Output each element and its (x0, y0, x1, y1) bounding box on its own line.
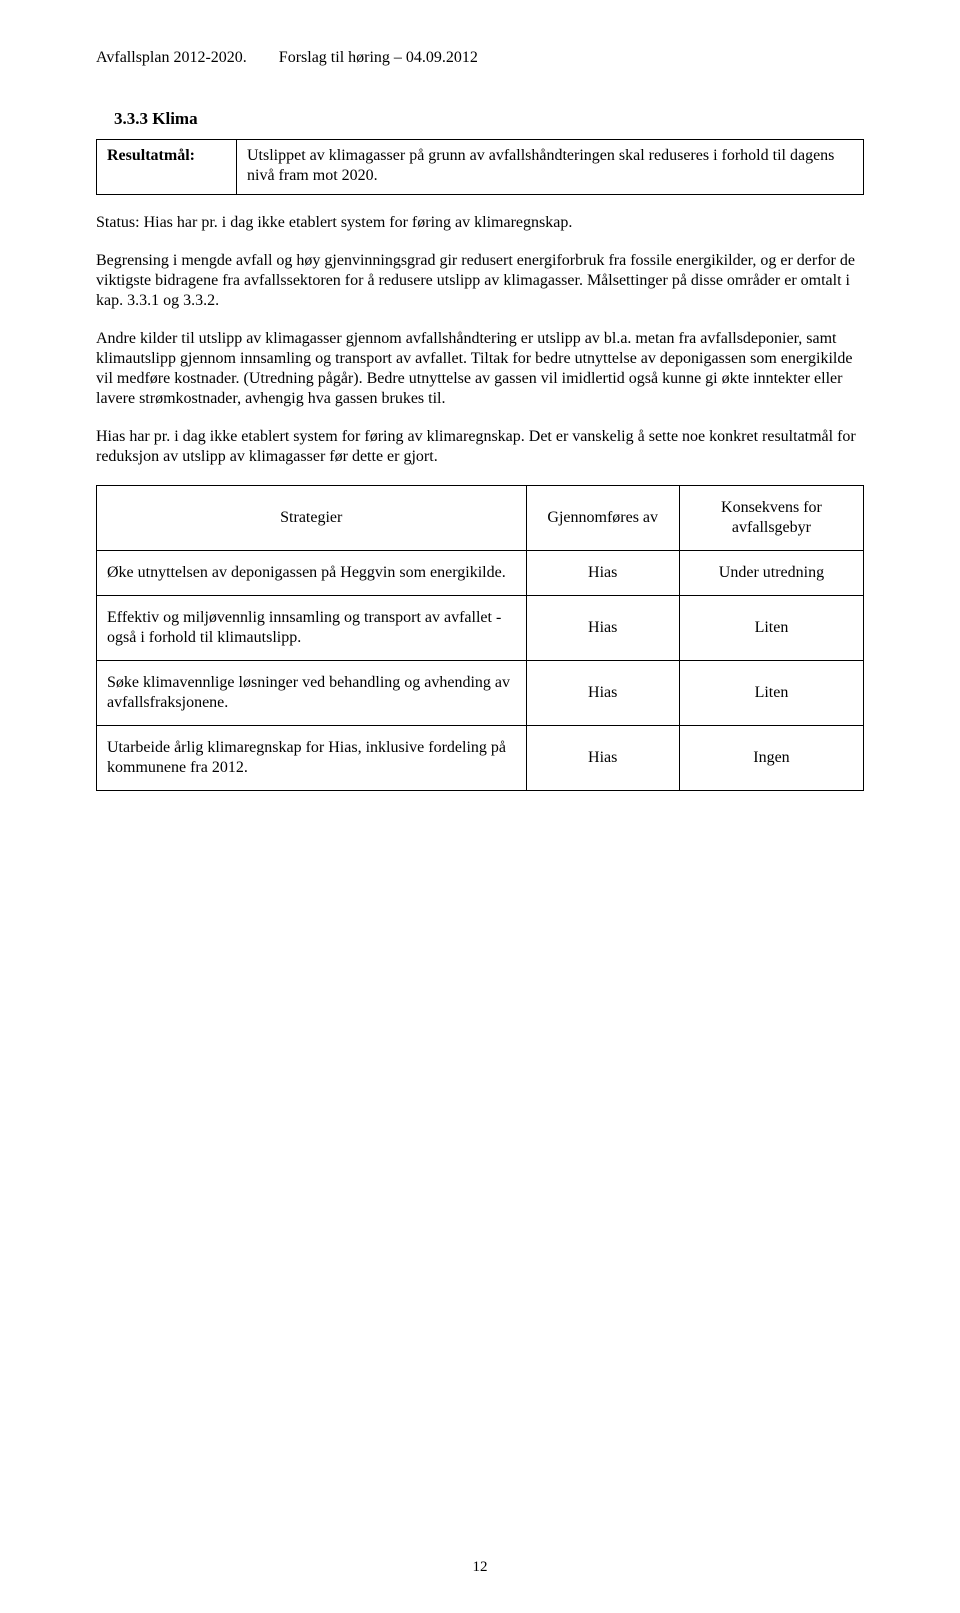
cell-consequence: Liten (679, 596, 863, 661)
header-left: Avfallsplan 2012-2020. (96, 49, 247, 66)
paragraph-2: Andre kilder til utslipp av klimagasser … (96, 329, 864, 409)
cell-by: Hias (526, 596, 679, 661)
status-line: Status: Hias har pr. i dag ikke etablert… (96, 213, 864, 233)
cell-by: Hias (526, 726, 679, 791)
cell-strategy: Effektiv og miljøvennlig innsamling og t… (97, 596, 527, 661)
section-heading: 3.3.3 Klima (114, 108, 864, 129)
goal-table: Resultatmål: Utslippet av klimagasser på… (96, 139, 864, 195)
table-row: Effektiv og miljøvennlig innsamling og t… (97, 596, 864, 661)
cell-consequence: Ingen (679, 726, 863, 791)
page: Avfallsplan 2012-2020. Forslag til hørin… (0, 0, 960, 1613)
cell-by: Hias (526, 661, 679, 726)
col-header-consequence: Konsekvens for avfallsgebyr (679, 486, 863, 551)
goal-label: Resultatmål: (97, 140, 237, 195)
table-header-row: Strategier Gjennomføres av Konsekvens fo… (97, 486, 864, 551)
table-row: Øke utnyttelsen av deponigassen på Heggv… (97, 551, 864, 596)
paragraph-1: Begrensing i mengde avfall og høy gjenvi… (96, 251, 864, 311)
cell-strategy: Søke klimavennlige løsninger ved behandl… (97, 661, 527, 726)
cell-by: Hias (526, 551, 679, 596)
header-right: Forslag til høring – 04.09.2012 (279, 49, 478, 66)
goal-text: Utslippet av klimagasser på grunn av avf… (237, 140, 864, 195)
col-header-strategy: Strategier (97, 486, 527, 551)
col-header-by: Gjennomføres av (526, 486, 679, 551)
goal-row: Resultatmål: Utslippet av klimagasser på… (97, 140, 864, 195)
page-header: Avfallsplan 2012-2020. Forslag til hørin… (96, 48, 864, 68)
table-row: Utarbeide årlig klimaregnskap for Hias, … (97, 726, 864, 791)
cell-strategy: Utarbeide årlig klimaregnskap for Hias, … (97, 726, 527, 791)
cell-consequence: Liten (679, 661, 863, 726)
strategies-table: Strategier Gjennomføres av Konsekvens fo… (96, 485, 864, 791)
cell-consequence: Under utredning (679, 551, 863, 596)
table-row: Søke klimavennlige løsninger ved behandl… (97, 661, 864, 726)
page-number: 12 (0, 1558, 960, 1577)
cell-strategy: Øke utnyttelsen av deponigassen på Heggv… (97, 551, 527, 596)
paragraph-3: Hias har pr. i dag ikke etablert system … (96, 427, 864, 467)
